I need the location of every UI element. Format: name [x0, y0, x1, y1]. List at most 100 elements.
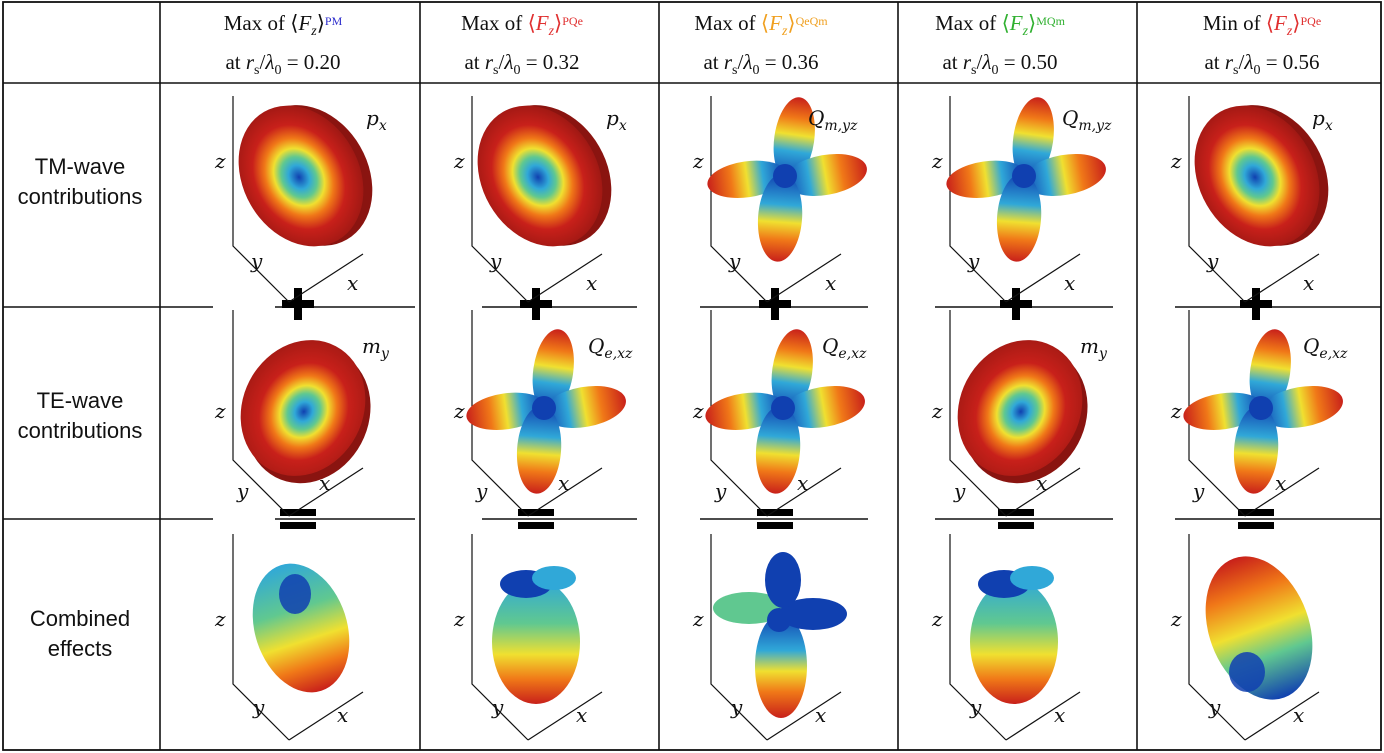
z-axis-label: z — [453, 607, 465, 631]
axes-frame-tm-2 — [471, 96, 603, 303]
radiation-pattern-combined-4 — [970, 566, 1058, 704]
radiation-pattern-combined-2 — [492, 566, 580, 704]
x-axis-label: x — [1036, 471, 1047, 495]
plus-operator-icon — [759, 288, 791, 320]
axes-frame-combined-2 — [471, 534, 603, 741]
x-axis-label: x — [586, 271, 597, 295]
y-axis-label: y — [475, 479, 488, 503]
radiation-pattern-combined-5 — [1205, 556, 1313, 700]
y-axis-label: y — [730, 695, 743, 719]
z-axis-label: z — [214, 149, 226, 173]
x-axis-label: x — [1275, 471, 1286, 495]
y-axis-label: y — [1192, 479, 1205, 503]
row-label-te: TE-wave contributions — [17, 388, 143, 443]
x-axis-label: x — [1054, 703, 1065, 727]
z-axis-label: z — [692, 149, 704, 173]
equals-operator-icon — [757, 509, 793, 529]
y-axis-label: y — [728, 249, 741, 273]
mode-label-te-2: Qe,xz — [588, 334, 633, 362]
x-axis-label: x — [797, 471, 808, 495]
x-axis-label: x — [1293, 703, 1304, 727]
equals-operator-icon — [518, 509, 554, 529]
y-axis-label: y — [953, 479, 966, 503]
radiation-pattern-te-2 — [466, 329, 626, 494]
plus-operator-icon — [1000, 288, 1032, 320]
radiation-pattern-combined-1 — [252, 563, 350, 693]
axes-frame-combined-3 — [710, 534, 842, 741]
column-header-4: Max of ⟨Fz⟩MQm at rs/λ0 = 0.50 — [935, 11, 1065, 79]
x-axis-label: x — [1064, 271, 1075, 295]
y-axis-label: y — [1208, 695, 1221, 719]
equals-operator-icon — [1238, 509, 1274, 529]
plus-operator-icon — [520, 288, 552, 320]
mode-label-te-1: my — [362, 334, 389, 362]
y-axis-label: y — [491, 695, 504, 719]
axes-frame-te-3 — [710, 310, 842, 517]
radiation-pattern-tm-1 — [238, 105, 373, 247]
axes-frame-combined-4 — [949, 534, 1081, 741]
x-axis-label: x — [815, 703, 826, 727]
equals-operator-icon — [998, 509, 1034, 529]
radiation-pattern-tm-5 — [1194, 105, 1329, 247]
radiation-pattern-te-5 — [1183, 329, 1343, 494]
z-axis-label: z — [931, 149, 943, 173]
row-label-tm: TM-wave contributions — [17, 154, 143, 209]
radiation-pattern-combined-3 — [713, 552, 847, 718]
x-axis-label: x — [825, 271, 836, 295]
mode-label-tm-4: Qm,yz — [1062, 106, 1112, 134]
x-axis-label: x — [576, 703, 587, 727]
z-axis-label: z — [931, 607, 943, 631]
mode-label-te-4: my — [1080, 334, 1107, 362]
mode-label-tm-3: Qm,yz — [808, 106, 858, 134]
axes-frame-te-4 — [949, 310, 1081, 517]
axes-frame-combined-1 — [232, 534, 364, 741]
y-axis-label: y — [967, 249, 980, 273]
z-axis-label: z — [1170, 149, 1182, 173]
axes-frame-tm-5 — [1188, 96, 1320, 303]
radiation-pattern-tm-4 — [946, 97, 1106, 262]
z-axis-label: z — [214, 607, 226, 631]
axes-frame-tm-4 — [949, 96, 1081, 303]
radiation-pattern-te-3 — [705, 329, 865, 494]
y-axis-label: y — [969, 695, 982, 719]
y-axis-label: y — [236, 479, 249, 503]
column-header-3: Max of ⟨Fz⟩QeQm at rs/λ0 = 0.36 — [694, 11, 828, 79]
z-axis-label: z — [214, 399, 226, 423]
radiation-pattern-tm-3 — [707, 97, 867, 262]
x-axis-label: x — [347, 271, 358, 295]
x-axis-label: x — [337, 703, 348, 727]
y-axis-label: y — [252, 695, 265, 719]
equals-operator-icon — [280, 509, 316, 529]
z-axis-label: z — [1170, 399, 1182, 423]
radiation-pattern-te-4 — [957, 340, 1088, 484]
plus-operator-icon — [1240, 288, 1272, 320]
y-axis-label: y — [1206, 249, 1219, 273]
x-axis-label: x — [558, 471, 569, 495]
axes-frame-te-5 — [1188, 310, 1320, 517]
y-axis-label: y — [489, 249, 502, 273]
radiation-pattern-tm-2 — [477, 105, 612, 247]
column-header-5: Min of ⟨Fz⟩PQe at rs/λ0 = 0.56 — [1202, 11, 1322, 79]
mode-label-tm-5: px — [1312, 106, 1333, 134]
mode-label-tm-2: px — [606, 106, 627, 134]
axes-frame-te-2 — [471, 310, 603, 517]
mode-label-te-5: Qe,xz — [1303, 334, 1348, 362]
y-axis-label: y — [714, 479, 727, 503]
z-axis-label: z — [453, 399, 465, 423]
mode-label-tm-1: px — [366, 106, 387, 134]
row-label-combined: Combined effects — [29, 606, 131, 661]
axes-frame-tm-1 — [232, 96, 364, 303]
z-axis-label: z — [692, 399, 704, 423]
x-axis-label: x — [1303, 271, 1314, 295]
z-axis-label: z — [453, 149, 465, 173]
radiation-pattern-te-1 — [240, 340, 371, 484]
z-axis-label: z — [931, 399, 943, 423]
axes-frame-combined-5 — [1188, 534, 1320, 741]
mode-label-te-3: Qe,xz — [822, 334, 867, 362]
y-axis-label: y — [250, 249, 263, 273]
z-axis-label: z — [692, 607, 704, 631]
axes-frame-te-1 — [232, 310, 364, 517]
